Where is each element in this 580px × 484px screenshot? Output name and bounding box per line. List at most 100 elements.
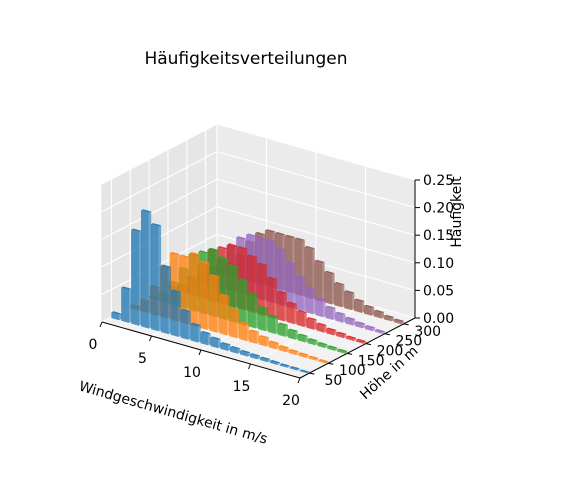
bar-side [267, 358, 270, 363]
bar-side [306, 354, 309, 358]
bar-top [284, 234, 295, 239]
bar-front [285, 262, 294, 309]
bar-front [199, 261, 208, 330]
bar [296, 309, 307, 328]
gridline-z [101, 123, 218, 185]
bar-side [334, 329, 337, 336]
bar-top [248, 292, 259, 296]
bar-side [322, 262, 325, 302]
bar-side [198, 324, 201, 343]
bar-front [337, 349, 345, 354]
bar [363, 304, 375, 316]
bar-front [239, 322, 247, 342]
y-tick-label: 50 [325, 373, 343, 389]
bar-front [297, 334, 306, 343]
bar [295, 275, 306, 312]
bar-side [168, 266, 171, 335]
bar-side [325, 344, 328, 349]
bar-side [381, 311, 384, 319]
bar-front [279, 364, 288, 368]
bar-side [401, 320, 404, 325]
bar [160, 264, 171, 335]
bar-top [266, 276, 277, 280]
bar-top [279, 363, 290, 367]
bar-side [266, 337, 269, 347]
bar-top [236, 236, 247, 240]
bar-top [327, 345, 338, 349]
bar [238, 278, 249, 326]
bar-side [353, 318, 356, 326]
bar-top [189, 252, 200, 256]
bar-top [229, 307, 240, 311]
y-axis-line [299, 317, 416, 379]
gridline-z [216, 123, 416, 181]
bar-front [170, 290, 179, 337]
bar-top [297, 333, 308, 337]
bar-side [313, 288, 316, 315]
bar-top [238, 278, 249, 282]
bar-top [336, 331, 347, 335]
bar [335, 311, 346, 323]
bar-side [307, 371, 310, 374]
bar [259, 356, 270, 363]
bar-side [188, 311, 191, 340]
bar-side [326, 361, 329, 364]
bar-front [314, 260, 323, 302]
bar-side [295, 330, 298, 340]
bar-top [315, 297, 326, 301]
bar-side [312, 248, 315, 299]
bar [190, 322, 201, 343]
bar-top [373, 309, 384, 314]
bar-side [187, 256, 190, 325]
bar-row-50 [111, 209, 310, 374]
bar-side [305, 335, 308, 343]
bar-side [228, 344, 231, 351]
bar-front [141, 210, 149, 329]
bar [289, 366, 300, 371]
bar-side [246, 280, 249, 326]
bar-front [305, 287, 314, 315]
bar-top [264, 229, 276, 233]
bar-side [139, 230, 142, 326]
bar-front [238, 279, 246, 326]
bar-side [293, 263, 296, 309]
bar [266, 276, 277, 319]
bar [199, 260, 210, 330]
bar [308, 355, 319, 361]
bar-front [354, 299, 362, 313]
bar-top [258, 335, 269, 339]
bar [277, 322, 288, 337]
x-tick-label: 10 [183, 365, 201, 381]
bar [317, 341, 328, 349]
chart-title: Häufigkeitsverteilungen [144, 49, 347, 69]
bar-front [335, 312, 344, 323]
bar-side [332, 273, 335, 305]
bar [327, 345, 338, 351]
y-tick-label: 200 [377, 344, 404, 360]
bar-top [304, 245, 315, 250]
bar-side [276, 342, 279, 350]
bar-front [346, 336, 354, 342]
bar-side [277, 362, 280, 365]
bar [258, 335, 269, 347]
bar-top [160, 264, 171, 268]
bar-top [326, 327, 337, 332]
bar-top [278, 345, 289, 349]
bar-top [255, 231, 266, 236]
bar-side [315, 340, 318, 346]
bar-front [336, 332, 345, 339]
bar-side [217, 276, 220, 333]
bar-front [318, 360, 327, 364]
bar-side [294, 303, 297, 325]
bar-top [355, 321, 366, 325]
bar-front [179, 255, 188, 325]
bar-front [267, 315, 276, 335]
bar-side [129, 288, 132, 323]
bar-top [256, 236, 267, 240]
bar-top [335, 311, 346, 316]
bar-top [274, 232, 285, 236]
bar [306, 317, 317, 330]
bar-front [121, 287, 130, 323]
bar-front [229, 308, 238, 339]
bar-front [190, 323, 199, 343]
